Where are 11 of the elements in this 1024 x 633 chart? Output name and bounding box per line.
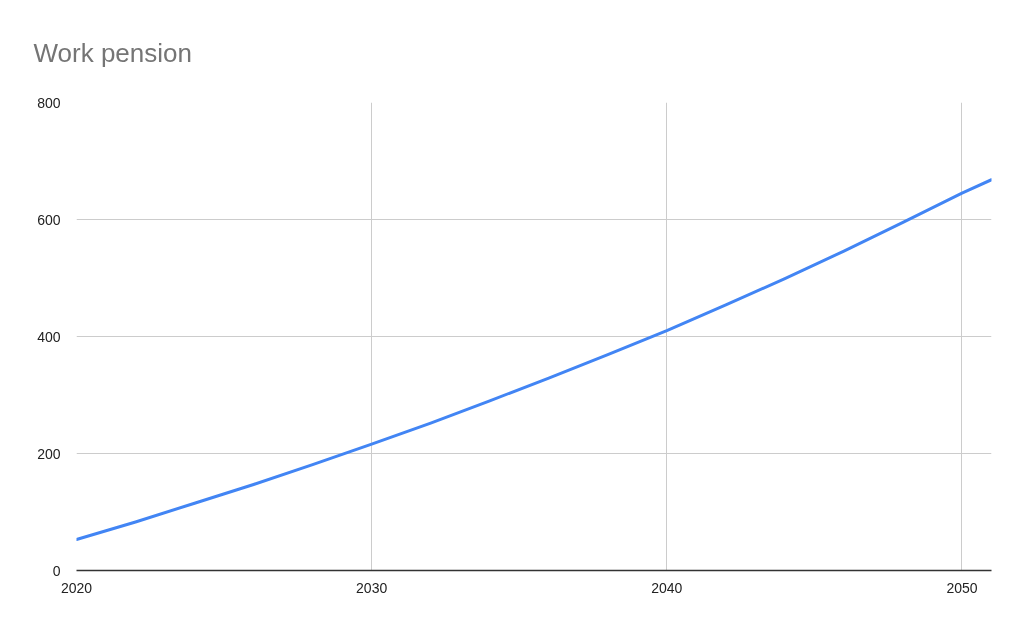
x-tick-label: 2030	[356, 579, 388, 596]
y-tick-label: 400	[37, 328, 61, 345]
x-tick-label: 2050	[946, 579, 978, 596]
chart-title: Work pension	[33, 37, 192, 68]
y-tick-label: 0	[52, 562, 61, 579]
y-tick-label: 800	[37, 94, 61, 111]
line-series	[76, 178, 992, 541]
y-tick-label: 600	[37, 211, 61, 228]
y-tick-label: 200	[37, 445, 61, 462]
x-tick-label: 2020	[60, 579, 93, 596]
x-tick-label: 2040	[651, 579, 683, 596]
